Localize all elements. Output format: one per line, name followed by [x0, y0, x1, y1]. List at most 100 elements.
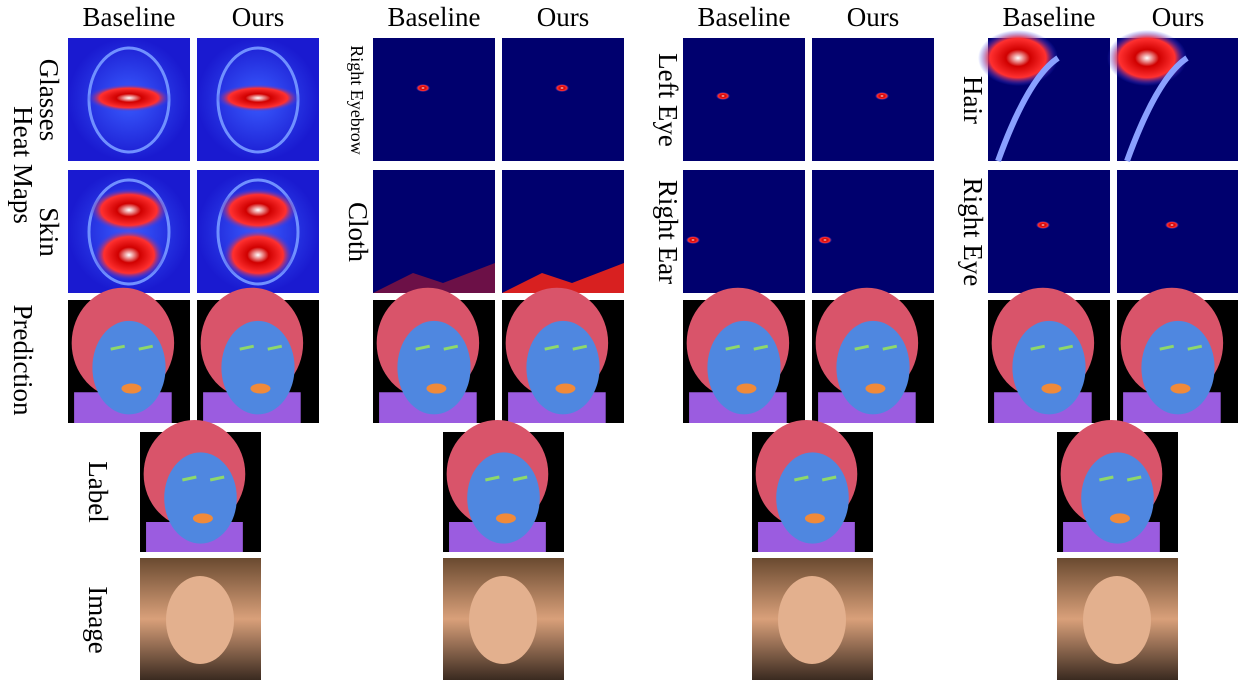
- heat-map: [502, 38, 624, 161]
- hotspot: [87, 84, 171, 112]
- mouth: [1041, 384, 1061, 394]
- heat-bg: [502, 38, 624, 161]
- photo-face: [1083, 576, 1151, 664]
- hotspot: [716, 92, 730, 100]
- figure: BaselineOursGlassesSkinBaselineOursRight…: [0, 0, 1238, 681]
- heat-map: [978, 30, 1110, 161]
- face: [92, 321, 165, 414]
- hotspot: [1107, 30, 1187, 86]
- column-header: Ours: [1152, 2, 1205, 32]
- section-label: Label: [83, 461, 113, 522]
- hotspot: [416, 84, 430, 92]
- heat-map: [373, 170, 495, 293]
- face: [1012, 321, 1085, 414]
- heat-bg: [683, 170, 805, 293]
- heat-bg: [683, 38, 805, 161]
- page: {"groups": [ {"headers": ["Baseline", "O…: [0, 0, 1238, 681]
- face: [1081, 452, 1154, 543]
- heat-map: [988, 170, 1110, 293]
- section-label: Prediction: [8, 305, 38, 416]
- heat-map: [1107, 30, 1238, 161]
- label-map: [752, 420, 873, 552]
- column-header: Baseline: [388, 2, 481, 32]
- prediction-map: [988, 288, 1110, 423]
- heat-bg: [1117, 170, 1238, 293]
- hotspot: [218, 188, 298, 232]
- photo: [443, 558, 564, 680]
- heat-map: [1117, 170, 1238, 293]
- heat-map: [68, 170, 190, 293]
- photo-face: [469, 576, 537, 664]
- photo: [140, 558, 261, 680]
- heat-map: [502, 170, 624, 293]
- face: [467, 452, 540, 543]
- label-map: [140, 420, 261, 552]
- heat-bg: [812, 170, 934, 293]
- row-label: Right Eyebrow: [347, 45, 367, 155]
- photo: [1057, 558, 1178, 680]
- face: [164, 452, 237, 543]
- mouth: [865, 384, 885, 394]
- mouth: [736, 384, 756, 394]
- heat-map: [812, 38, 934, 161]
- row-label: Hair: [958, 76, 988, 124]
- hotspot: [1165, 221, 1179, 229]
- label-map: [1057, 420, 1178, 552]
- mouth: [426, 384, 446, 394]
- prediction-map: [373, 288, 495, 423]
- prediction-map: [502, 288, 624, 423]
- row-label: Right Eye: [958, 178, 988, 287]
- hotspot: [216, 84, 300, 112]
- photo-face: [778, 576, 846, 664]
- heat-map: [68, 38, 190, 161]
- face: [526, 321, 599, 414]
- photo: [752, 558, 873, 680]
- hotspot: [818, 236, 832, 244]
- face: [707, 321, 780, 414]
- mouth: [805, 513, 825, 523]
- heat-map: [197, 170, 319, 293]
- column-header: Ours: [847, 2, 900, 32]
- mouth: [250, 384, 270, 394]
- row-label: Cloth: [343, 202, 373, 263]
- column-header: Ours: [537, 2, 590, 32]
- heat-bg: [988, 170, 1110, 293]
- mouth: [1170, 384, 1190, 394]
- section-label: Heat Maps: [8, 106, 38, 224]
- hotspot: [686, 236, 700, 244]
- hotspot: [978, 30, 1058, 86]
- prediction-map: [683, 288, 805, 423]
- face: [836, 321, 909, 414]
- prediction-map: [68, 288, 190, 423]
- row-label: Right Ear: [653, 180, 683, 284]
- column-header: Ours: [232, 2, 285, 32]
- face: [776, 452, 849, 543]
- hotspot: [93, 229, 165, 281]
- hotspot: [89, 188, 169, 232]
- hotspot: [875, 92, 889, 100]
- face: [1141, 321, 1214, 414]
- prediction-map: [1117, 288, 1238, 423]
- column-header: Baseline: [83, 2, 176, 32]
- heat-map: [373, 38, 495, 161]
- heat-bg: [812, 38, 934, 161]
- mouth: [193, 513, 213, 523]
- heat-map: [683, 170, 805, 293]
- heat-map: [683, 38, 805, 161]
- hotspot: [555, 84, 569, 92]
- photo-face: [166, 576, 234, 664]
- heat-map: [197, 38, 319, 161]
- mouth: [555, 384, 575, 394]
- column-header: Baseline: [698, 2, 791, 32]
- mouth: [496, 513, 516, 523]
- prediction-map: [812, 288, 934, 423]
- face: [397, 321, 470, 414]
- face: [221, 321, 294, 414]
- hotspot: [222, 229, 294, 281]
- mouth: [1110, 513, 1130, 523]
- label-map: [443, 420, 564, 552]
- section-label: Image: [83, 586, 113, 653]
- heat-map: [812, 170, 934, 293]
- hotspot: [1036, 221, 1050, 229]
- row-label: Left Eye: [653, 53, 683, 147]
